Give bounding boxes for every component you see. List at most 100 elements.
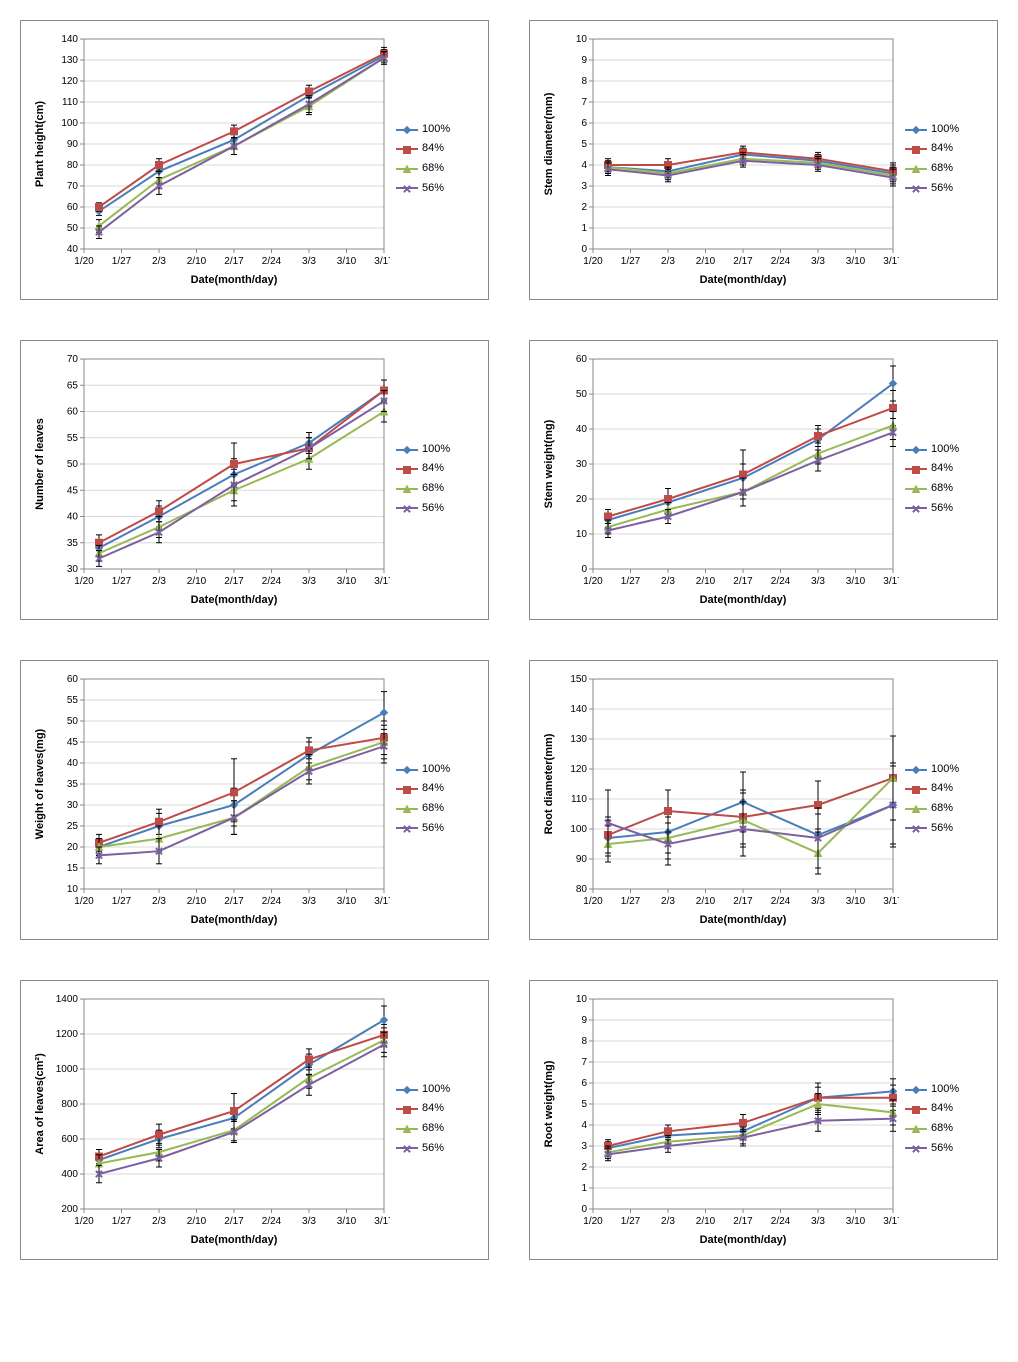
svg-text:2/3: 2/3 (661, 256, 675, 267)
chart-stem-diameter: 0123456789101/201/272/32/102/172/243/33/… (529, 20, 998, 300)
legend-label: 84% (422, 1100, 444, 1118)
svg-text:60: 60 (67, 407, 79, 418)
svg-text:60: 60 (576, 354, 588, 365)
legend-item-s56: 56% (396, 1140, 450, 1158)
svg-text:2/24: 2/24 (771, 576, 791, 587)
svg-text:6: 6 (581, 1078, 587, 1089)
svg-text:40: 40 (576, 424, 588, 435)
svg-text:1/27: 1/27 (112, 896, 132, 907)
svg-text:2/24: 2/24 (262, 256, 282, 267)
legend-item-s84: 84% (905, 780, 959, 798)
svg-text:9: 9 (581, 1015, 587, 1026)
svg-text:2: 2 (581, 202, 587, 213)
legend-item-s56: 56% (905, 820, 959, 838)
svg-text:1400: 1400 (56, 994, 79, 1005)
legend-item-s84: 84% (905, 1100, 959, 1118)
legend-item-s100: 100% (396, 761, 450, 779)
svg-text:40: 40 (67, 512, 79, 523)
svg-text:10: 10 (576, 34, 588, 45)
svg-text:3/3: 3/3 (302, 896, 316, 907)
svg-text:2/24: 2/24 (262, 1216, 282, 1227)
legend-label: 84% (931, 460, 953, 478)
svg-text:50: 50 (67, 459, 79, 470)
legend-item-s56: 56% (905, 1140, 959, 1158)
legend-label: 68% (422, 800, 444, 818)
svg-text:1200: 1200 (56, 1029, 79, 1040)
legend-item-s84: 84% (396, 1100, 450, 1118)
svg-text:3/10: 3/10 (337, 896, 357, 907)
legend-item-s84: 84% (396, 140, 450, 158)
svg-text:3/10: 3/10 (846, 896, 866, 907)
svg-text:90: 90 (67, 139, 79, 150)
svg-text:2/10: 2/10 (187, 256, 207, 267)
svg-text:35: 35 (67, 779, 79, 790)
svg-text:2/10: 2/10 (696, 896, 716, 907)
svg-text:1/20: 1/20 (583, 896, 603, 907)
svg-text:3/10: 3/10 (337, 1216, 357, 1227)
svg-text:1/20: 1/20 (583, 256, 603, 267)
legend-item-s100: 100% (396, 1081, 450, 1099)
legend-item-s68: 68% (396, 480, 450, 498)
leaf-area-svg: 2004006008001000120014001/201/272/32/102… (29, 989, 390, 1251)
svg-text:5: 5 (581, 139, 587, 150)
legend-label: 84% (422, 140, 444, 158)
svg-text:100: 100 (61, 118, 78, 129)
legend-item-s100: 100% (905, 441, 959, 459)
svg-text:2/24: 2/24 (262, 576, 282, 587)
legend-label: 100% (422, 1081, 450, 1099)
svg-text:90: 90 (576, 854, 588, 865)
svg-text:30: 30 (67, 800, 79, 811)
svg-text:3/17: 3/17 (374, 1216, 390, 1227)
legend-label: 56% (422, 180, 444, 198)
svg-text:2/24: 2/24 (771, 256, 791, 267)
svg-text:110: 110 (571, 794, 587, 805)
svg-text:70: 70 (67, 181, 79, 192)
svg-text:2/10: 2/10 (696, 1216, 716, 1227)
legend-label: 56% (931, 500, 953, 518)
root-diameter-svg: 80901001101201301401501/201/272/32/102/1… (538, 669, 899, 931)
legend: 100% 84% 68% 56% (396, 1081, 450, 1159)
svg-text:130: 130 (61, 55, 78, 66)
svg-text:2/17: 2/17 (733, 256, 753, 267)
legend: 100% 84% 68% 56% (905, 1081, 959, 1159)
legend-label: 100% (422, 121, 450, 139)
svg-text:1/27: 1/27 (112, 1216, 132, 1227)
svg-text:3/3: 3/3 (302, 256, 316, 267)
legend-label: 56% (422, 820, 444, 838)
svg-text:2/17: 2/17 (733, 896, 753, 907)
legend-item-s84: 84% (905, 140, 959, 158)
svg-text:1/20: 1/20 (74, 256, 94, 267)
legend-item-s68: 68% (396, 800, 450, 818)
svg-text:7: 7 (581, 1057, 587, 1068)
legend: 100% 84% 68% 56% (905, 121, 959, 199)
svg-text:9: 9 (581, 55, 587, 66)
x-axis-title: Date(month/day) (700, 274, 787, 286)
svg-text:60: 60 (67, 674, 79, 685)
svg-text:65: 65 (67, 380, 79, 391)
svg-text:140: 140 (570, 704, 587, 715)
svg-text:8: 8 (581, 76, 587, 87)
svg-text:2/3: 2/3 (661, 576, 675, 587)
svg-text:120: 120 (61, 76, 78, 87)
legend: 100% 84% 68% 56% (905, 761, 959, 839)
legend-item-s56: 56% (905, 180, 959, 198)
svg-text:1/27: 1/27 (621, 256, 641, 267)
legend-label: 84% (931, 1100, 953, 1118)
svg-text:2/3: 2/3 (661, 1216, 675, 1227)
legend-item-s100: 100% (905, 1081, 959, 1099)
legend-label: 56% (931, 820, 953, 838)
svg-text:2/17: 2/17 (733, 576, 753, 587)
svg-text:1/20: 1/20 (583, 576, 603, 587)
stem-diameter-svg: 0123456789101/201/272/32/102/172/243/33/… (538, 29, 899, 291)
legend-label: 84% (931, 140, 953, 158)
legend-item-s100: 100% (905, 761, 959, 779)
svg-text:1/20: 1/20 (74, 896, 94, 907)
legend: 100% 84% 68% 56% (396, 761, 450, 839)
svg-text:6: 6 (581, 118, 587, 129)
svg-text:3: 3 (581, 1141, 587, 1152)
svg-text:70: 70 (67, 354, 79, 365)
svg-text:1/27: 1/27 (621, 1216, 641, 1227)
chart-stem-weight: 01020304050601/201/272/32/102/172/243/33… (529, 340, 998, 620)
legend-label: 68% (931, 800, 953, 818)
svg-text:80: 80 (67, 160, 79, 171)
